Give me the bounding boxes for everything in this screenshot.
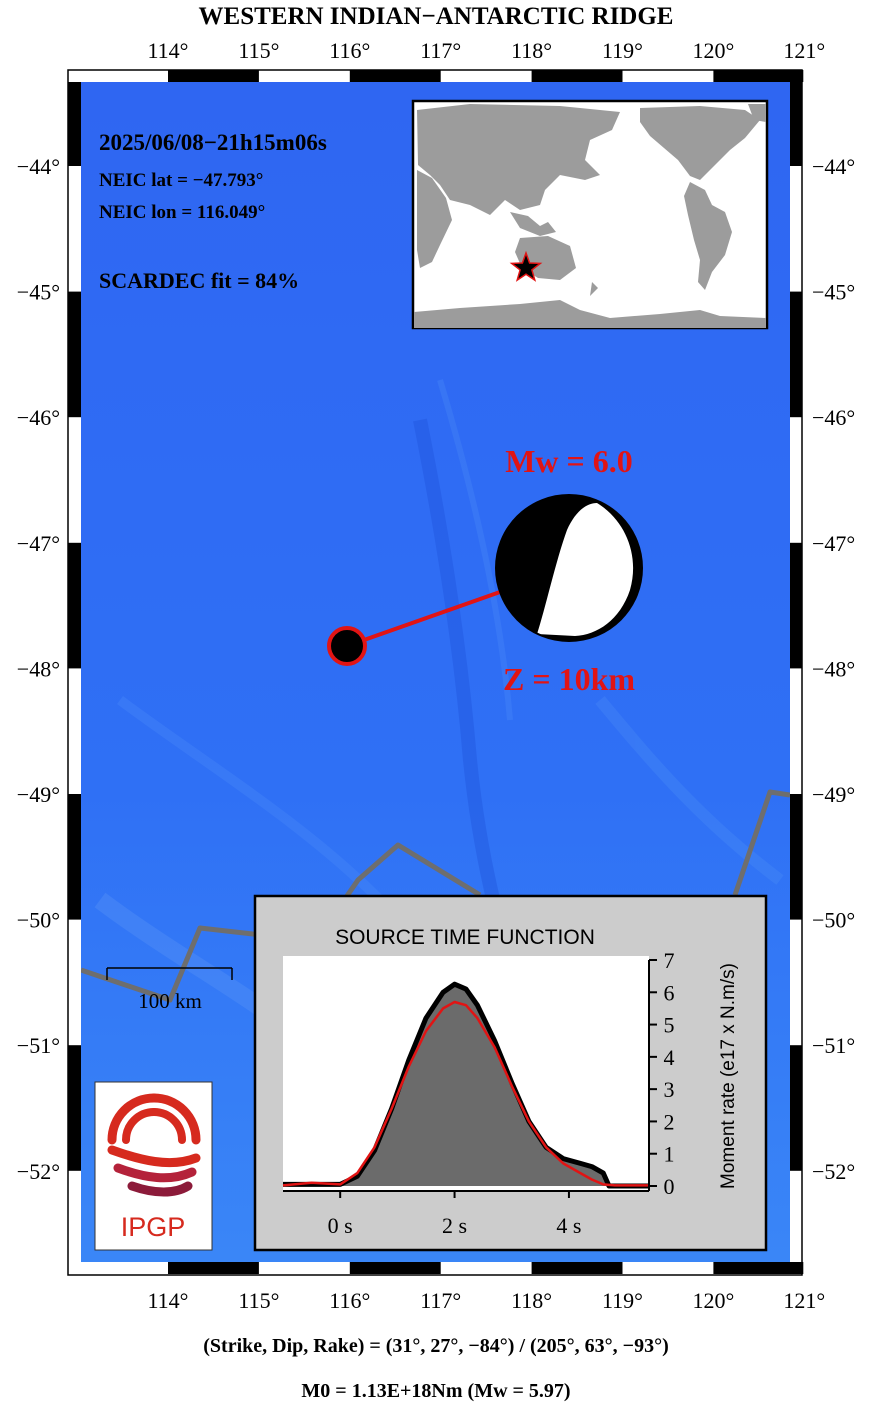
plate-boundary-east xyxy=(732,789,790,896)
axis-tick-labels: 114° 114° 115° 115° 116° 116° 117° 117° 118° 118°… xyxy=(17,38,855,1313)
frame-bar-top xyxy=(713,70,804,82)
frame-bar-bottom xyxy=(713,1262,804,1274)
stf-y-tick-label: 0 xyxy=(664,1174,675,1199)
frame-bar-bottom xyxy=(349,1262,441,1274)
frame-bar-right xyxy=(790,794,802,920)
lat-tick-label-left: −44° xyxy=(17,154,60,179)
page-title: WESTERN INDIAN−ANTARCTIC RIDGE xyxy=(199,3,674,30)
stf-area xyxy=(283,984,649,1186)
frame-bar-right xyxy=(790,82,802,166)
epicenter-marker xyxy=(327,626,367,666)
lat-tick-label-right: −44° xyxy=(812,154,855,179)
scale-bar: 100 km xyxy=(106,967,233,1013)
lat-tick-label-right: −45° xyxy=(812,280,855,305)
frame-bar-left xyxy=(68,82,81,166)
lon-tick-label-bottom: 121° xyxy=(783,1288,825,1313)
frame-bar-bottom xyxy=(531,1262,623,1274)
lon-tick-label-top: 114° xyxy=(148,38,189,63)
event-lon: NEIC lon = 116.049° xyxy=(99,202,265,223)
frame-checker-bars xyxy=(68,70,804,1274)
scardec-fit: SCARDEC fit = 84% xyxy=(99,268,299,293)
depth-label: Z = 10km xyxy=(503,661,635,697)
scale-bar-label: 100 km xyxy=(138,989,202,1013)
lat-tick-label-right: −51° xyxy=(812,1033,855,1058)
lat-tick-label-left: −50° xyxy=(17,908,60,933)
stf-x-tick-label: 0 s xyxy=(328,1213,353,1238)
frame-bar-top xyxy=(168,70,259,82)
event-datetime: 2025/06/08−21h15m06s xyxy=(99,130,327,155)
ipgp-logo-mark xyxy=(107,1093,201,1197)
lat-tick-label-left: −49° xyxy=(17,782,60,807)
epicenter-star-icon xyxy=(509,250,543,282)
inset-world-map xyxy=(411,99,769,330)
frame-bar-bottom xyxy=(168,1262,259,1274)
logo-text: IPGP xyxy=(121,1212,186,1242)
lat-tick-label-right: −46° xyxy=(812,405,855,430)
epicenter-star-shape xyxy=(509,250,543,282)
lon-tick-label-top: 118° xyxy=(511,38,552,63)
stf-y-tick-label: 5 xyxy=(664,1013,675,1038)
stf-x-tick-label: 2 s xyxy=(442,1213,467,1238)
lon-tick-label-bottom: 117° xyxy=(420,1288,461,1313)
event-lat: NEIC lat = −47.793° xyxy=(99,170,263,191)
frame-bar-right xyxy=(790,291,802,418)
stf-chart: 0 s 2 s 4 s 0 1 2 3 4 5 6 7 xyxy=(282,948,675,1238)
lon-tick-label-top: 116° xyxy=(329,38,370,63)
stf-y-tick-label: 4 xyxy=(664,1045,675,1070)
frame-bar-left xyxy=(68,291,81,418)
lat-tick-label-left: −47° xyxy=(17,531,60,556)
frame-bar-left xyxy=(68,542,81,669)
frame-bar-left xyxy=(68,794,81,920)
frame-bar-top xyxy=(349,70,441,82)
lon-tick-label-bottom: 119° xyxy=(602,1288,643,1313)
stf-y-tick-label: 7 xyxy=(664,948,675,973)
frame-bar-right xyxy=(790,1045,802,1171)
beachball-dilatation xyxy=(537,503,634,636)
ipgp-logo: IPGP xyxy=(94,1081,213,1251)
focal-mechanism: Mw = 6.0 Z = 10km xyxy=(327,443,643,697)
stf-y-tick-label: 6 xyxy=(664,980,675,1005)
lat-tick-label-left: −45° xyxy=(17,280,60,305)
epicenter-leader-line xyxy=(346,590,501,648)
inset-landmasses xyxy=(414,104,766,328)
lon-tick-label-top: 120° xyxy=(692,38,734,63)
frame-bar-top xyxy=(531,70,623,82)
frame-bar-right xyxy=(790,542,802,669)
lon-tick-label-bottom: 120° xyxy=(692,1288,734,1313)
nodal-planes: (Strike, Dip, Rake) = (31°, 27°, −84°) /… xyxy=(203,1335,668,1357)
stf-y-tick-label: 3 xyxy=(664,1077,675,1102)
lon-tick-label-bottom: 118° xyxy=(511,1288,552,1313)
lat-tick-label-left: −52° xyxy=(17,1159,60,1184)
lat-tick-label-left: −48° xyxy=(17,656,60,681)
stf-line xyxy=(283,981,649,1189)
lon-tick-label-top: 121° xyxy=(783,38,825,63)
lat-tick-label-left: −46° xyxy=(17,405,60,430)
event-info: 2025/06/08−21h15m06s NEIC lat = −47.793°… xyxy=(99,130,327,293)
lon-tick-label-top: 119° xyxy=(602,38,643,63)
lon-tick-label-top: 117° xyxy=(420,38,461,63)
lat-tick-label-left: −51° xyxy=(17,1033,60,1058)
lat-tick-label-right: −47° xyxy=(812,531,855,556)
lat-tick-label-right: −52° xyxy=(812,1159,855,1184)
lon-tick-label-bottom: 115° xyxy=(238,1288,279,1313)
lon-tick-label-top: 115° xyxy=(238,38,279,63)
lon-tick-label-bottom: 114° xyxy=(148,1288,189,1313)
lat-tick-label-right: −48° xyxy=(812,656,855,681)
seismic-moment: M0 = 1.13E+18Nm (Mw = 5.97) xyxy=(301,1380,570,1402)
stf-panel: SOURCE TIME FUNCTION 0 s 2 s 4 s 0 1 2 3 4 5 6 7 M… xyxy=(253,894,768,1252)
lat-tick-label-right: −49° xyxy=(812,782,855,807)
stf-y-tick-label: 1 xyxy=(664,1142,675,1167)
magnitude-label: Mw = 6.0 xyxy=(505,443,633,479)
stf-x-tick-label: 4 s xyxy=(556,1213,581,1238)
stf-ylabel: Moment rate (e17 x N.m/s) xyxy=(718,963,739,1189)
frame-bar-left xyxy=(68,1045,81,1171)
stf-title: SOURCE TIME FUNCTION xyxy=(335,926,595,949)
stf-fit-line xyxy=(282,1000,649,1187)
lon-tick-label-bottom: 116° xyxy=(329,1288,370,1313)
stf-y-tick-label: 2 xyxy=(664,1109,675,1134)
lat-tick-label-right: −50° xyxy=(812,908,855,933)
